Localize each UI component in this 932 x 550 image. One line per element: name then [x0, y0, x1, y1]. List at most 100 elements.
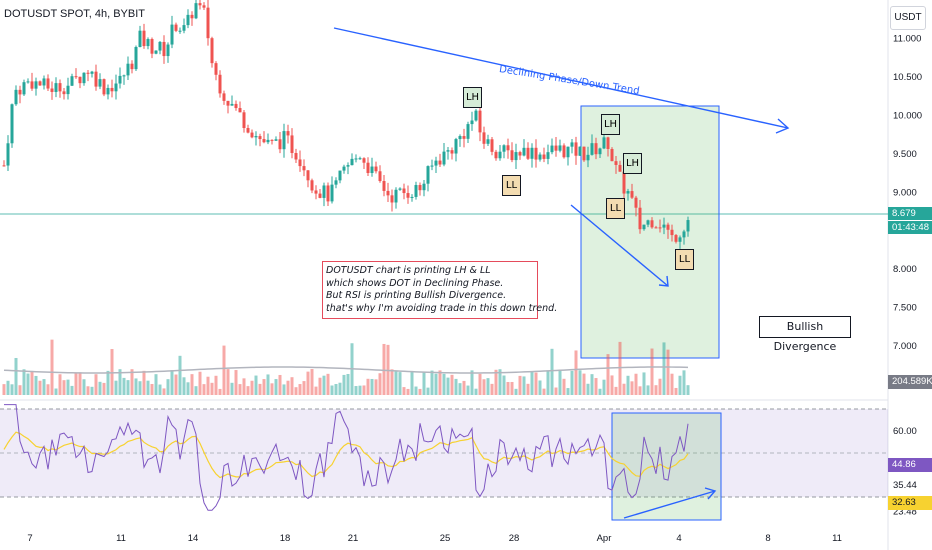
volume-bar — [10, 384, 14, 395]
volume-bar — [422, 371, 426, 395]
volume-bar — [530, 371, 534, 395]
candle-body — [30, 81, 34, 89]
candle-body — [590, 143, 594, 155]
price-highlight-box[interactable] — [580, 105, 720, 359]
divergence-arrow[interactable] — [623, 490, 716, 519]
candle-body — [438, 160, 442, 165]
volume-bar — [326, 373, 330, 395]
lh-tag[interactable]: LH — [601, 114, 620, 135]
volume-bar — [270, 383, 274, 395]
time-axis[interactable]: 7 11 14 18 21 25 28 Apr 4 8 11 — [27, 533, 842, 544]
rsi-highlight-box[interactable] — [611, 412, 722, 521]
volume-bar — [646, 385, 650, 395]
candle-body — [210, 38, 214, 64]
time-tick-label: Apr — [597, 533, 612, 544]
analysis-note[interactable]: DOTUSDT chart is printing LH & LL which … — [322, 261, 557, 319]
candle-body — [682, 231, 686, 238]
time-tick-label: 18 — [280, 533, 291, 544]
candle-body — [646, 220, 650, 225]
candle-body — [110, 87, 114, 92]
currency-button[interactable]: USDT — [890, 6, 926, 30]
candle-body — [502, 145, 506, 152]
volume-bar — [586, 383, 590, 395]
candle-body — [310, 180, 314, 191]
volume-bar — [542, 388, 546, 395]
candle-body — [98, 79, 102, 87]
volume-bar — [598, 388, 602, 395]
candle-body — [390, 195, 394, 203]
volume-bar — [574, 350, 578, 395]
volume-bar — [442, 373, 446, 395]
candle-body — [14, 89, 18, 105]
volume-bar — [434, 373, 438, 395]
lh-tag[interactable]: LH — [463, 87, 482, 108]
trend-arrows[interactable] — [333, 27, 790, 519]
volume-bar — [670, 373, 674, 395]
price-tick-label: 7.500 — [893, 303, 917, 314]
volume-bar — [666, 349, 670, 395]
volume-bar — [54, 388, 58, 395]
candle-body — [678, 237, 682, 242]
candle-body — [450, 150, 454, 154]
candle-body — [658, 227, 662, 229]
candle-body — [114, 83, 118, 92]
rsi-line — [4, 404, 689, 511]
candle-body — [546, 152, 550, 159]
ll-tag[interactable]: LL — [502, 175, 521, 196]
time-tick-label: 21 — [348, 533, 359, 544]
ll-tag[interactable]: LL — [606, 198, 625, 219]
volume-bar — [362, 385, 366, 395]
volume-bar — [178, 355, 182, 395]
bullish-divergence-label[interactable]: Bullish Divergence — [759, 316, 851, 353]
volume-bar — [114, 380, 118, 395]
price-tick-label: 10.500 — [893, 72, 922, 83]
candle-body — [218, 74, 222, 94]
volume-bar — [498, 369, 502, 395]
candle-body — [222, 93, 226, 101]
candle-body — [470, 120, 474, 125]
volume-bar — [482, 379, 486, 395]
volume-bar — [318, 377, 322, 395]
candle-body — [86, 72, 90, 74]
candle-body — [542, 154, 546, 159]
volume-bar — [594, 378, 598, 395]
candle-body — [38, 81, 42, 86]
volume-bar — [450, 374, 454, 395]
candle-body — [258, 136, 262, 140]
volume-bar — [526, 383, 530, 395]
volume-bar — [522, 376, 526, 395]
volume-bar — [622, 383, 626, 395]
volume-bar — [30, 371, 34, 395]
volume-bar — [474, 388, 478, 395]
candle-body — [158, 41, 162, 51]
divergence-arrow-head — [704, 487, 717, 500]
volume-bar — [46, 384, 50, 395]
lh-tag[interactable]: LH — [623, 153, 642, 174]
volume-bar — [418, 388, 422, 395]
time-tick-label: 4 — [676, 533, 681, 544]
candle-body — [42, 78, 46, 86]
volume-bar — [398, 372, 402, 395]
candle-body — [298, 159, 302, 167]
rsi-axis[interactable]: 60.00 35.44 23.48 — [893, 426, 917, 517]
candle-body — [410, 196, 414, 198]
candle-body — [518, 152, 522, 156]
candle-body — [94, 71, 98, 87]
downtrend-arrow[interactable] — [333, 27, 789, 129]
volume-bar — [206, 376, 210, 395]
volume-bar — [626, 375, 630, 395]
candle-body — [274, 139, 278, 141]
decline-arrow[interactable] — [570, 204, 669, 287]
volume-bar — [202, 384, 206, 395]
candle-body — [406, 193, 410, 198]
candle-body — [294, 153, 298, 160]
volume-bar — [70, 385, 74, 395]
volume-bar — [170, 370, 174, 395]
candle-body — [570, 142, 574, 147]
ll-tag[interactable]: LL — [675, 249, 694, 270]
volume-bar — [142, 370, 146, 395]
volume-bar — [394, 370, 398, 395]
volume-bar — [458, 383, 462, 395]
volume-bar — [238, 384, 242, 395]
